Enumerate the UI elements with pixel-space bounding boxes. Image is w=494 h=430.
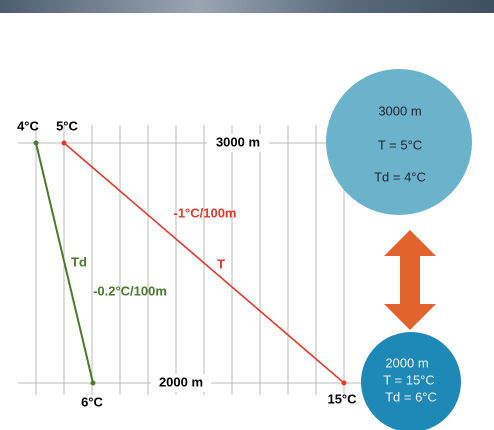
- line-label: T: [217, 256, 225, 271]
- altitude-label: 2000 m: [159, 374, 203, 389]
- temp-label: 4°C: [17, 118, 39, 133]
- line-label: -0.2°C/100m: [93, 283, 167, 298]
- line-label: -1°C/100m: [173, 205, 236, 220]
- altitude-label: 3000 m: [216, 134, 260, 149]
- temp-label: 5°C: [56, 118, 78, 133]
- diagram: 4°C 5°C 6°C 15°C 3000 m 2000 m -1°C/100m…: [0, 0, 494, 430]
- double-arrow: [384, 230, 436, 330]
- circle-text: Td = 6°C: [385, 389, 437, 404]
- td-point: [91, 381, 96, 386]
- circle-text: 3000 m: [378, 103, 421, 118]
- line-label: Td: [71, 254, 87, 269]
- t-point: [342, 381, 347, 386]
- t-point: [62, 141, 67, 146]
- circle-text: Td = 4°C: [374, 169, 426, 184]
- circle-text: T = 5°C: [378, 137, 422, 152]
- temp-label: 6°C: [81, 394, 103, 409]
- circle-text: 2000 m: [385, 355, 428, 370]
- photo-strip: [0, 0, 494, 13]
- circle-text: T = 15°C: [383, 372, 435, 387]
- td-point: [34, 141, 39, 146]
- temp-label: 15°C: [327, 391, 357, 406]
